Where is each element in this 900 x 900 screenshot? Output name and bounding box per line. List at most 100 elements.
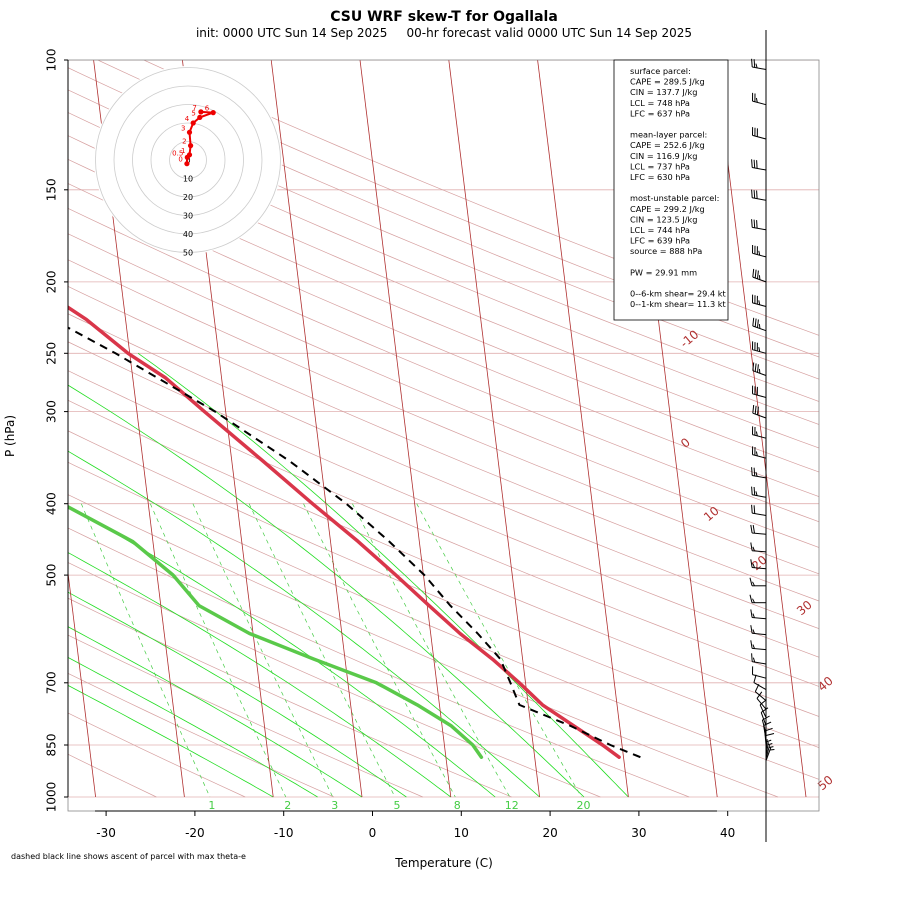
moist-adiabat-line bbox=[68, 684, 274, 798]
mixing-ratio-line bbox=[303, 503, 456, 798]
mixing-ratio-line bbox=[149, 503, 287, 798]
y-axis-label: P (hPa) bbox=[3, 415, 17, 457]
wind-barb bbox=[752, 666, 767, 679]
wind-barb bbox=[752, 341, 767, 354]
info-box-line: CAPE = 299.2 J/kg bbox=[630, 204, 705, 214]
hodograph-point bbox=[186, 152, 193, 158]
wind-barb bbox=[753, 674, 767, 691]
dry-adiabat-line bbox=[68, 67, 819, 380]
hodograph-point bbox=[190, 120, 196, 126]
dry-adiabat-line bbox=[68, 597, 512, 798]
hodograph-point bbox=[198, 109, 204, 115]
info-box-line: CIN = 116.9 J/kg bbox=[630, 151, 697, 161]
mixing-ratio-label: 8 bbox=[454, 799, 461, 812]
dry-adiabat-line bbox=[68, 634, 423, 798]
dry-adiabat-line bbox=[143, 60, 819, 336]
wind-barb bbox=[752, 362, 767, 376]
mixing-ratio-label: 2 bbox=[284, 799, 291, 812]
pressure-tick-label: 100 bbox=[45, 49, 59, 72]
wind-barb bbox=[751, 189, 767, 201]
info-box-line: CAPE = 289.5 J/kg bbox=[630, 77, 705, 87]
hodograph-ring bbox=[113, 85, 263, 235]
hodograph-point-label: 3 bbox=[181, 124, 185, 132]
moist-adiabat-line bbox=[68, 626, 363, 798]
moist-adiabat-line bbox=[68, 450, 540, 798]
temperature-tick-label: -20 bbox=[185, 826, 205, 840]
isotherm-line bbox=[359, 60, 452, 798]
mixing-ratio-label: 1 bbox=[208, 799, 215, 812]
moist-adiabat-line bbox=[68, 384, 585, 798]
temperature-tick-label: 10 bbox=[454, 826, 469, 840]
dry-adiabat-line bbox=[68, 461, 819, 780]
dry-adiabat-line bbox=[68, 430, 819, 748]
info-box-line: most-unstable parcel: bbox=[630, 193, 719, 203]
isotherm-label: 50 bbox=[815, 773, 836, 794]
hodograph-ring bbox=[169, 141, 207, 179]
hodograph-point-label: 5 bbox=[191, 109, 195, 117]
wind-barb bbox=[749, 577, 766, 587]
isotherm-line bbox=[270, 60, 363, 798]
mixing-ratio-line bbox=[248, 503, 396, 798]
dewpoint-profile-line bbox=[68, 504, 484, 759]
hodograph-point bbox=[210, 110, 216, 116]
pressure-tick-labels: 100 150 200 250 300 400 500 700 850 1000 bbox=[45, 49, 68, 812]
wind-barb bbox=[752, 317, 767, 332]
hodograph-point-label: 7 bbox=[192, 104, 196, 112]
wind-barb bbox=[750, 640, 767, 651]
dry-adiabat-line bbox=[68, 370, 819, 687]
wind-barb bbox=[765, 739, 772, 754]
dry-adiabat-line bbox=[68, 207, 819, 523]
hodograph-ring-label: 20 bbox=[183, 193, 193, 202]
hodograph-point-label: 1 bbox=[181, 147, 185, 155]
wind-barb bbox=[752, 268, 767, 283]
pressure-tick-label: 200 bbox=[45, 270, 59, 293]
wind-barb bbox=[752, 127, 767, 140]
dry-adiabat-line bbox=[68, 527, 690, 798]
dry-adiabat-line bbox=[68, 562, 601, 798]
hodograph-point-label: 4 bbox=[185, 115, 190, 123]
dry-adiabat-line bbox=[68, 494, 779, 798]
hodograph-ring bbox=[150, 122, 226, 198]
mixing-ratio-label: 5 bbox=[394, 799, 401, 812]
info-box-line: 0--1-km shear= 11.3 kt bbox=[630, 299, 727, 309]
parcel-ascent-line bbox=[68, 326, 641, 759]
dry-adiabat-line bbox=[68, 233, 819, 548]
mixing-ratio-line bbox=[80, 503, 211, 798]
info-box-line: mean-layer parcel: bbox=[630, 130, 707, 140]
chart-subtitle: init: 0000 UTC Sun 14 Sep 2025 00-hr for… bbox=[196, 26, 692, 40]
hodograph-point bbox=[184, 161, 190, 167]
hodograph-ring-label: 30 bbox=[183, 212, 193, 221]
wind-barb bbox=[752, 92, 767, 106]
hodograph-rings bbox=[95, 67, 281, 253]
hodograph: 0 10 20 30 40 50 00.512 345 6 7 bbox=[94, 66, 282, 258]
profiles bbox=[68, 305, 641, 759]
temperature-tick-label: 30 bbox=[631, 826, 646, 840]
info-box-line: LCL = 737 hPa bbox=[630, 161, 690, 171]
wind-barb bbox=[750, 625, 767, 636]
mixing-ratio-labels: 1 2 3 5 8 12 20 bbox=[208, 799, 590, 812]
wind-barb bbox=[752, 294, 767, 307]
info-box-line: surface parcel: bbox=[630, 66, 691, 76]
info-box-line: LCL = 748 hPa bbox=[630, 98, 690, 108]
info-box-line: CIN = 123.5 J/kg bbox=[630, 214, 697, 224]
isotherm-line bbox=[537, 60, 629, 798]
info-box-line: LFC = 639 hPa bbox=[630, 236, 690, 246]
temperature-tick-label: 20 bbox=[542, 826, 557, 840]
isotherm-line bbox=[68, 569, 96, 798]
wind-barbs bbox=[749, 30, 775, 842]
wind-barb bbox=[765, 742, 773, 757]
info-box-line: CIN = 137.7 J/kg bbox=[630, 87, 697, 97]
moist-adiabat-line bbox=[68, 552, 452, 798]
dry-adiabat-line bbox=[68, 399, 819, 717]
hodograph-point-label: 0.5 bbox=[172, 149, 183, 157]
hodograph-ring-label: 40 bbox=[183, 230, 193, 239]
dry-adiabat-line bbox=[68, 259, 819, 575]
moist-adiabat-line bbox=[68, 505, 496, 798]
hodograph-point-label: 2 bbox=[182, 138, 186, 146]
moist-adiabat-line bbox=[68, 656, 318, 798]
x-axis-label: Temperature (C) bbox=[394, 856, 493, 870]
hodograph-point bbox=[188, 143, 194, 149]
info-box-line: source = 888 hPa bbox=[630, 246, 702, 256]
